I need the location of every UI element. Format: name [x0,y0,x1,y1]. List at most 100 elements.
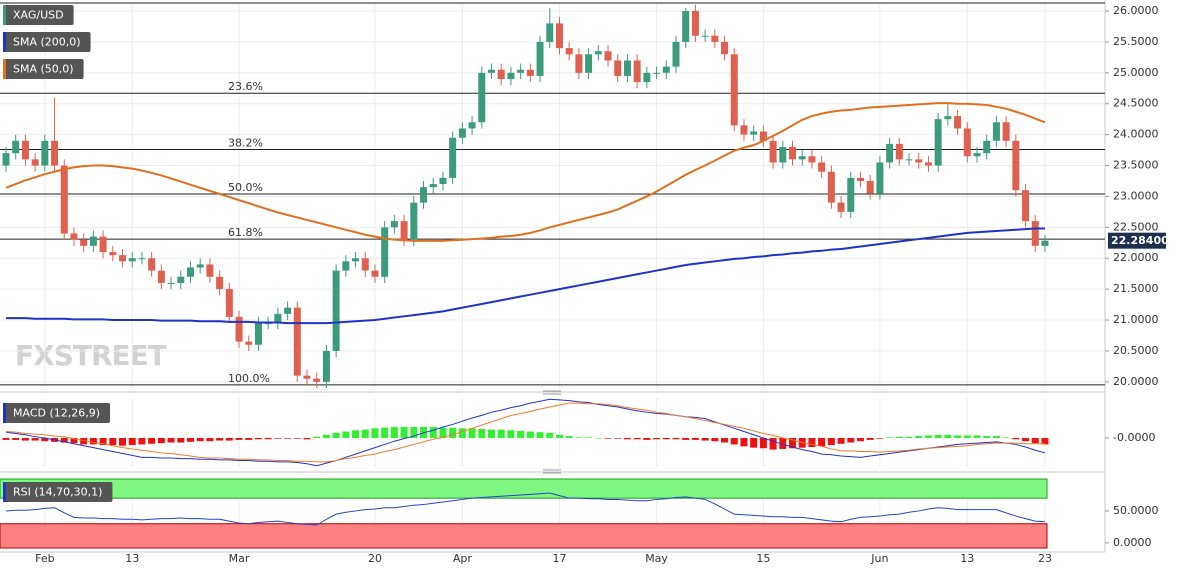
candle-body [371,270,379,277]
macd-line [5,402,1045,463]
resize-handle[interactable] [543,390,561,395]
macd-histogram-bar [235,437,243,440]
price-marker-label: 22.28400 [1111,234,1169,247]
candle-body [759,131,767,141]
macd-histogram-bar [682,437,690,440]
macd-histogram-bar [21,437,29,441]
x-tick-label: 20 [368,552,382,565]
candle-body [895,143,903,160]
candle-body [429,184,437,188]
macd-histogram-bar [70,437,78,444]
candle-body [575,54,583,73]
candle-body [623,60,631,76]
macd-histogram-bar [604,437,612,439]
legend-entry: RSI (14,70,30,1) [3,482,113,502]
legend-entry: SMA (200,0) [3,32,91,52]
candle-body [915,159,923,163]
macd-histogram-bar [303,437,311,440]
candle-body [206,264,214,277]
macd-histogram-bar [594,437,602,439]
macd-histogram-bar [167,437,175,443]
macd-histogram-bar [254,437,262,440]
macd-histogram-bar [390,427,398,438]
candle-body [128,258,136,262]
resize-handle[interactable] [543,469,561,474]
macd-histogram-bar [779,437,787,449]
macd-histogram-bar [60,437,68,443]
macd-histogram-bar [633,437,641,440]
candle-body [662,66,670,73]
candle-body [1012,140,1020,191]
macd-histogram-bar [886,437,894,438]
macd-histogram-bar [944,434,952,438]
legend-swatch [3,32,6,52]
candle-body [216,276,224,290]
macd-histogram-bar [429,427,437,438]
candle-body [274,313,282,324]
legend-swatch [3,5,6,25]
macd-histogram-bar [216,437,224,441]
macd-histogram-bar [963,435,971,438]
macd-histogram-bar [352,430,360,438]
candle-body [594,51,602,55]
macd-histogram-bar [148,437,156,444]
candle-body [458,128,466,138]
candle-body [876,162,884,194]
candle-body [313,378,321,382]
candle-body [284,307,292,314]
candle-body [245,341,253,345]
macd-histogram-bar [1022,437,1030,442]
candle-body [963,128,971,157]
candle-body [808,156,816,163]
macd-histogram-bar [381,427,389,438]
macd-histogram-bar [206,437,214,442]
candle-body [186,267,194,277]
overbought-zone [0,478,1048,499]
candle-body [177,276,185,283]
candle-body [750,131,758,135]
macd-histogram-bar [468,428,476,438]
fib-label: 38.2% [228,136,263,149]
x-tick-label: 23 [1038,552,1052,565]
macd-histogram-bar [526,431,534,438]
macd-histogram-bar [876,437,884,439]
macd-histogram-bar [721,437,729,443]
candle-body [138,258,146,260]
candle-body [721,41,729,55]
candle-body [225,289,233,317]
macd-histogram-bar [653,437,661,440]
legend-box [3,32,91,52]
candle-body [361,258,369,271]
candle-body [517,69,525,73]
fib-label: 61.8% [228,226,263,239]
candle-body [1031,221,1039,246]
candle-body [973,153,981,157]
candle-body [12,140,20,154]
candle-body [672,41,680,67]
y-tick-label: 22.5000 [1113,220,1159,233]
macd-histogram-bar [614,437,622,439]
candle-body [148,258,156,271]
candle-body [303,375,311,379]
macd-histogram-bar [31,437,39,441]
candle-body [866,180,874,194]
macd-histogram-bar [322,434,330,438]
macd-histogram-bar [478,428,486,438]
candle-body [934,119,942,166]
x-tick-label: May [645,552,668,565]
candle-body [565,48,573,55]
candle-body [167,282,175,284]
candle-body [342,261,350,271]
macd-histogram-bar [177,437,185,443]
legend-box [3,59,84,79]
macd-line [5,398,1046,467]
candle-body [827,171,835,203]
candle-body [691,11,699,36]
candle-body [235,316,243,342]
x-tick-label: 15 [756,552,770,565]
y-tick-label: 20.0000 [1113,375,1159,388]
candle-body [837,202,845,212]
candle-body [1041,240,1049,246]
macd-histogram-bar [750,437,758,448]
macd-histogram-bar [662,437,670,440]
